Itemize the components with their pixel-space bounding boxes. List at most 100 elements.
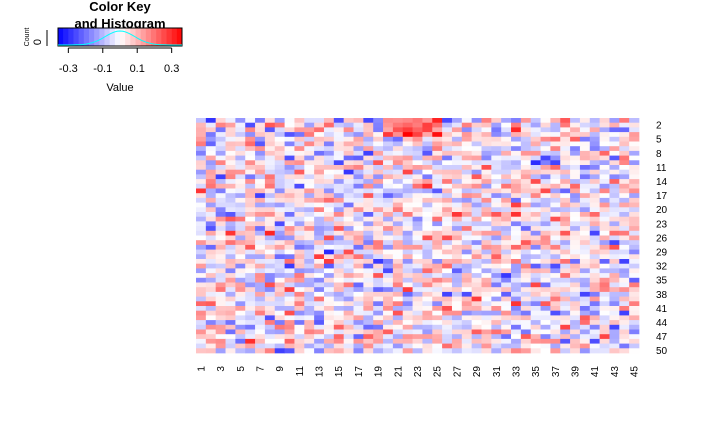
heatmap-cell — [205, 150, 217, 156]
heatmap-cell — [245, 249, 256, 255]
heatmap-cell — [579, 287, 591, 293]
heatmap-cell — [264, 132, 276, 138]
heatmap-cell — [245, 155, 256, 161]
heatmap-cell — [422, 169, 433, 175]
heatmap-cell — [520, 141, 532, 147]
heatmap-cell — [520, 343, 532, 349]
color-key-title-line1: Color Key — [89, 0, 151, 14]
heatmap-cell — [392, 174, 404, 180]
heatmap-cell — [383, 160, 394, 166]
heatmap-cell — [392, 216, 404, 222]
heatmap-cell — [215, 122, 226, 128]
heatmap-cell — [422, 193, 433, 199]
heatmap-cell — [245, 183, 256, 189]
heatmap-cell — [412, 287, 423, 293]
heatmap-cell — [451, 179, 463, 185]
heatmap-cell — [540, 183, 551, 189]
heatmap-cell — [294, 197, 305, 203]
heatmap-cell — [255, 141, 266, 147]
heatmap-cell — [392, 127, 404, 133]
heatmap-cell — [196, 221, 207, 227]
heatmap-cell — [264, 329, 276, 335]
heatmap-cell — [333, 118, 345, 124]
heatmap-cell — [442, 193, 453, 199]
heatmap-cell — [402, 263, 413, 269]
heatmap-cell — [215, 146, 226, 152]
heatmap-cell — [294, 334, 305, 340]
heatmap-cell — [442, 202, 453, 208]
heatmap-cell — [363, 136, 374, 142]
heatmap-cell — [599, 155, 610, 161]
heatmap-cell — [304, 183, 315, 189]
heatmap-cell — [442, 329, 453, 335]
heatmap-cell — [274, 122, 285, 128]
heatmap-cell — [373, 343, 384, 349]
heatmap-cell — [570, 315, 581, 321]
heatmap-cell — [540, 296, 551, 302]
heatmap-cell — [343, 221, 354, 227]
color-key-ytick-label: 0 — [32, 39, 44, 45]
heatmap-cell — [353, 193, 364, 199]
heatmap-cell — [353, 324, 364, 330]
heatmap-cell — [412, 132, 423, 138]
heatmap-cell — [274, 207, 285, 213]
heatmap-cell — [245, 301, 256, 307]
heatmap-cell — [520, 306, 532, 312]
heatmap-cell — [619, 188, 630, 194]
heatmap-cell — [323, 296, 335, 302]
heatmap-cell — [264, 306, 276, 312]
heatmap-cell — [550, 277, 561, 283]
heatmap-cell — [589, 301, 600, 307]
heatmap-cell — [511, 183, 522, 189]
heatmap-cell — [560, 174, 571, 180]
heatmap-cell — [520, 334, 532, 340]
heatmap-cell — [511, 207, 522, 213]
heatmap-cell — [461, 259, 472, 265]
heatmap-cell — [550, 141, 561, 147]
heatmap-cell — [245, 169, 256, 175]
heatmap-cell — [589, 197, 600, 203]
heatmap-cell — [245, 136, 256, 142]
heatmap-cell — [589, 146, 600, 152]
heatmap-cell — [343, 301, 354, 307]
heatmap-cell — [383, 296, 394, 302]
heatmap-cell — [235, 230, 246, 236]
heatmap-cell — [481, 202, 492, 208]
heatmap-cell — [451, 136, 463, 142]
heatmap-cell — [255, 221, 266, 227]
heatmap-cell — [609, 179, 620, 185]
heatmap-cell — [629, 197, 640, 203]
heatmap-cell — [274, 277, 285, 283]
heatmap-cell — [491, 146, 502, 152]
column-label: 19 — [374, 366, 385, 378]
heatmap-cell — [609, 118, 620, 124]
heatmap-cell — [530, 348, 541, 354]
heatmap-cell — [392, 310, 404, 316]
heatmap-cell — [471, 343, 482, 349]
heatmap-cell — [353, 235, 364, 241]
heatmap-cell — [560, 315, 571, 321]
heatmap-cell — [501, 122, 512, 128]
heatmap-cell — [540, 259, 551, 265]
heatmap-cell — [314, 183, 325, 189]
heatmap-cell — [304, 122, 315, 128]
heatmap-cell — [225, 296, 236, 302]
heatmap-cell — [599, 334, 610, 340]
heatmap-cell — [235, 165, 246, 171]
heatmap-cell — [333, 277, 345, 283]
heatmap-cell — [314, 197, 325, 203]
heatmap-cell — [225, 174, 236, 180]
heatmap-cell — [205, 183, 217, 189]
heatmap-cell — [294, 277, 305, 283]
heatmap-cell — [520, 122, 532, 128]
heatmap-cell — [353, 188, 364, 194]
heatmap-cell — [383, 141, 394, 147]
heatmap-cell — [215, 160, 226, 166]
heatmap-cell — [314, 118, 325, 124]
heatmap-cell — [294, 259, 305, 265]
heatmap-cell — [491, 235, 502, 241]
heatmap-cell — [274, 230, 285, 236]
heatmap-cell — [589, 169, 600, 175]
heatmap-cell — [501, 348, 512, 354]
heatmap-cell — [323, 334, 335, 340]
